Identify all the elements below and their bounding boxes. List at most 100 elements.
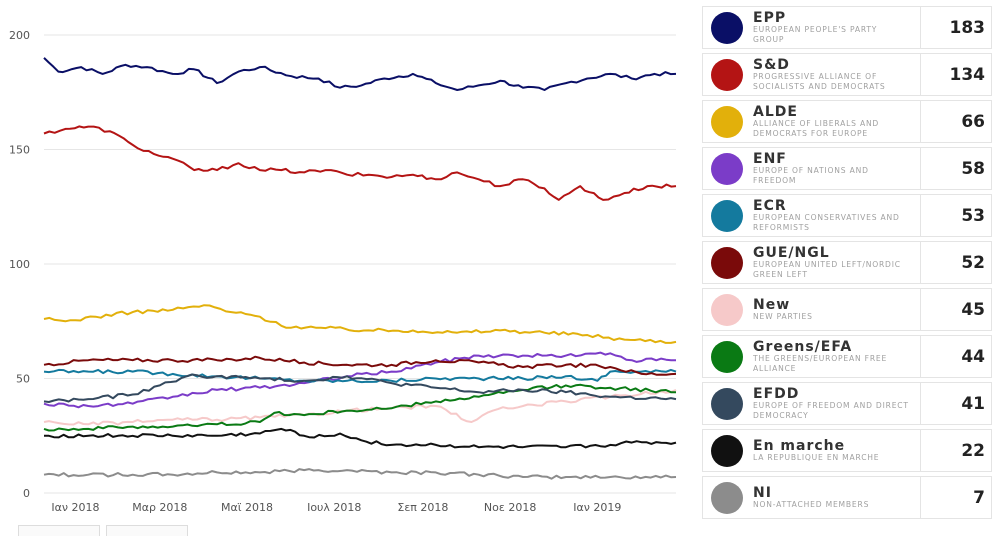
party-color-dot — [711, 246, 743, 279]
party-seat-count: 45 — [961, 299, 985, 320]
y-tick-label: 0 — [23, 487, 30, 500]
party-seat-count: 7 — [973, 487, 985, 508]
party-row-enf[interactable]: ENF EUROPE OF NATIONS AND FREEDOM 58 — [702, 147, 992, 190]
party-info: Greens/EFA THE GREENS/EUROPEAN FREE ALLIA… — [703, 336, 921, 377]
party-abbr: NI — [753, 485, 772, 501]
party-full-name: EUROPEAN PEOPLE'S PARTY GROUP — [753, 24, 878, 44]
x-tick-label: Ιαν 2018 — [51, 501, 99, 514]
party-full-name: LA REPUBLIQUE EN MARCHE — [753, 452, 880, 462]
party-info: GUE/NGL EUROPEAN UNITED LEFT/NORDIC GREEN… — [703, 242, 921, 283]
party-text: S&D PROGRESSIVE ALLIANCE OF SOCIALISTS AN… — [753, 58, 911, 92]
party-seat-count: 66 — [961, 111, 985, 132]
party-seat-count: 52 — [961, 252, 985, 273]
y-tick-label: 150 — [9, 144, 30, 157]
party-row-epp[interactable]: EPP EUROPEAN PEOPLE'S PARTY GROUP 183 — [702, 6, 992, 49]
party-full-name: EUROPE OF FREEDOM AND DIRECT DEMOCRACY — [753, 400, 909, 420]
party-info: NI NON-ATTACHED MEMBERS — [703, 477, 921, 518]
party-row-alde[interactable]: ALDE ALLIANCE OF LIBERALS AND DEMOCRATS F… — [702, 100, 992, 143]
x-tick-label: Ιουλ 2018 — [307, 501, 361, 514]
party-text: Greens/EFA THE GREENS/EUROPEAN FREE ALLIA… — [753, 340, 911, 374]
party-color-dot — [711, 11, 743, 44]
party-abbr: ALDE — [753, 104, 798, 120]
series-line-alde — [43, 304, 677, 344]
party-row-efdd[interactable]: EFDD EUROPE OF FREEDOM AND DIRECT DEMOCRA… — [702, 382, 992, 425]
party-row-greens-efa[interactable]: Greens/EFA THE GREENS/EUROPEAN FREE ALLIA… — [702, 335, 992, 378]
party-row-en-marche[interactable]: En marche LA REPUBLIQUE EN MARCHE 22 — [702, 429, 992, 472]
party-info: EFDD EUROPE OF FREEDOM AND DIRECT DEMOCRA… — [703, 383, 921, 424]
series-line-en-marche — [44, 427, 677, 449]
party-full-name: EUROPEAN CONSERVATIVES AND REFORMISTS — [753, 212, 900, 232]
y-tick-label: 50 — [16, 373, 30, 386]
party-info: En marche LA REPUBLIQUE EN MARCHE — [703, 430, 921, 471]
chart-svg: 0 50 100 150 200 Ιαν 2018 Μαρ 2018 Μαϊ 2018 Ιουλ… — [9, 29, 677, 514]
party-color-dot — [711, 58, 743, 91]
party-full-name: EUROPE OF NATIONS AND FREEDOM — [753, 165, 869, 185]
party-seat-count: 44 — [961, 346, 985, 367]
x-tick-label: Μαϊ 2018 — [221, 501, 273, 514]
series-line-efdd — [43, 373, 677, 403]
party-row-ni[interactable]: NI NON-ATTACHED MEMBERS 7 — [702, 476, 992, 519]
party-color-dot — [711, 105, 743, 138]
party-abbr: ENF — [753, 151, 787, 167]
party-full-name: NEW PARTIES — [753, 311, 813, 321]
party-info: New NEW PARTIES — [703, 289, 921, 330]
party-row-s-d[interactable]: S&D PROGRESSIVE ALLIANCE OF SOCIALISTS AN… — [702, 53, 992, 96]
party-row-new[interactable]: New NEW PARTIES 45 — [702, 288, 992, 331]
party-text: New NEW PARTIES — [753, 298, 813, 322]
party-color-dot — [711, 293, 743, 326]
party-seat-count: 22 — [961, 440, 985, 461]
party-abbr: Greens/EFA — [753, 339, 853, 355]
x-tick-label: Μαρ 2018 — [132, 501, 187, 514]
series-line-s-d — [43, 125, 677, 201]
party-abbr: EPP — [753, 10, 787, 26]
series-line-new — [43, 388, 677, 426]
series-line-epp — [43, 57, 677, 91]
party-abbr: S&D — [753, 57, 790, 73]
party-full-name: EUROPEAN UNITED LEFT/NORDIC GREEN LEFT — [753, 259, 901, 279]
party-legend: EPP EUROPEAN PEOPLE'S PARTY GROUP 183 S&D PR… — [702, 6, 992, 523]
party-full-name: PROGRESSIVE ALLIANCE OF SOCIALISTS AND D… — [753, 71, 886, 91]
party-abbr: En marche — [753, 438, 846, 454]
party-color-dot — [711, 340, 743, 373]
party-seat-count: 41 — [961, 393, 985, 414]
series-line-gue-ngl — [43, 355, 677, 376]
party-color-dot — [711, 152, 743, 185]
y-tick-label: 200 — [9, 29, 30, 42]
party-text: ALDE ALLIANCE OF LIBERALS AND DEMOCRATS F… — [753, 105, 911, 139]
party-text: En marche LA REPUBLIQUE EN MARCHE — [753, 439, 879, 463]
x-tick-label: Ιαν 2019 — [573, 501, 621, 514]
party-text: GUE/NGL EUROPEAN UNITED LEFT/NORDIC GREEN… — [753, 246, 911, 280]
party-text: EFDD EUROPE OF FREEDOM AND DIRECT DEMOCRA… — [753, 387, 911, 421]
party-color-dot — [711, 387, 743, 420]
party-full-name: NON-ATTACHED MEMBERS — [753, 499, 870, 509]
party-abbr: New — [753, 297, 791, 313]
party-text: ENF EUROPE OF NATIONS AND FREEDOM — [753, 152, 911, 186]
party-info: EPP EUROPEAN PEOPLE'S PARTY GROUP — [703, 7, 921, 48]
party-abbr: GUE/NGL — [753, 245, 830, 261]
series-line-ecr — [43, 368, 677, 384]
party-abbr: ECR — [753, 198, 787, 214]
party-seat-count: 183 — [949, 17, 986, 38]
series-line-greens-efa — [43, 383, 676, 432]
party-text: ECR EUROPEAN CONSERVATIVES AND REFORMISTS — [753, 199, 911, 233]
party-text: NI NON-ATTACHED MEMBERS — [753, 486, 869, 510]
party-full-name: THE GREENS/EUROPEAN FREE ALLIANCE — [753, 353, 888, 373]
x-tick-label: Νοε 2018 — [484, 501, 536, 514]
y-tick-label: 100 — [9, 258, 30, 271]
party-info: S&D PROGRESSIVE ALLIANCE OF SOCIALISTS AN… — [703, 54, 921, 95]
party-color-dot — [711, 434, 743, 467]
series-line-enf — [43, 351, 676, 409]
party-info: ECR EUROPEAN CONSERVATIVES AND REFORMISTS — [703, 195, 921, 236]
party-seat-count: 134 — [949, 64, 986, 85]
party-info: ALDE ALLIANCE OF LIBERALS AND DEMOCRATS F… — [703, 101, 921, 142]
party-row-gue-ngl[interactable]: GUE/NGL EUROPEAN UNITED LEFT/NORDIC GREEN… — [702, 241, 992, 284]
party-color-dot — [711, 199, 743, 232]
party-seat-count: 58 — [961, 158, 985, 179]
party-full-name: ALLIANCE OF LIBERALS AND DEMOCRATS FOR E… — [753, 118, 880, 138]
party-color-dot — [711, 481, 743, 514]
party-seat-count: 53 — [961, 205, 985, 226]
party-text: EPP EUROPEAN PEOPLE'S PARTY GROUP — [753, 11, 911, 45]
series-line-ni — [43, 468, 677, 480]
party-row-ecr[interactable]: ECR EUROPEAN CONSERVATIVES AND REFORMISTS… — [702, 194, 992, 237]
seat-projection-chart: 0 50 100 150 200 Ιαν 2018 Μαρ 2018 Μαϊ 2018 Ιουλ… — [9, 29, 677, 514]
